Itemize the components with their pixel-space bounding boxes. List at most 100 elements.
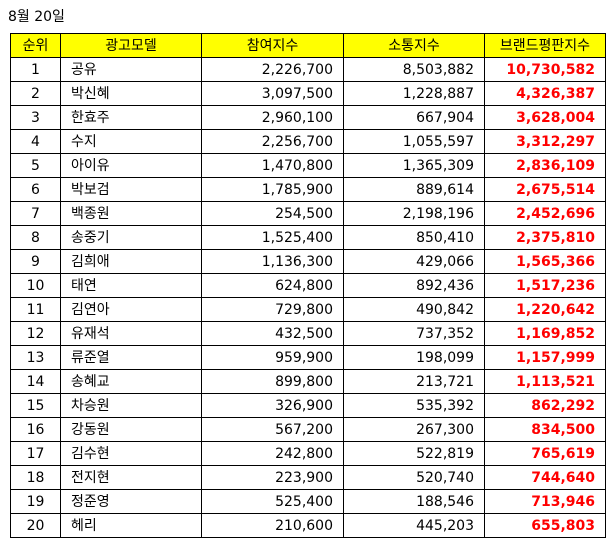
brand-index-cell: 1,157,999 [484, 345, 606, 370]
brand-index-cell: 862,292 [484, 393, 606, 418]
rank-cell: 12 [10, 321, 61, 346]
participation-cell: 210,600 [201, 513, 344, 538]
communication-cell: 1,228,887 [343, 81, 485, 106]
table-row: 14 송혜교 899,800 213,721 1,113,521 [10, 369, 606, 394]
rank-cell: 11 [10, 297, 61, 322]
table-row: 5 아이유 1,470,800 1,365,309 2,836,109 [10, 153, 606, 178]
communication-cell: 889,614 [343, 177, 485, 202]
brand-index-cell: 1,220,642 [484, 297, 606, 322]
communication-cell: 188,546 [343, 489, 485, 514]
date-label: 8월 20일 [8, 9, 65, 25]
communication-cell: 737,352 [343, 321, 485, 346]
table-row: 8 송중기 1,525,400 850,410 2,375,810 [10, 225, 606, 250]
rank-cell: 15 [10, 393, 61, 418]
header-model: 광고모델 [60, 33, 202, 58]
model-name-cell: 헤리 [60, 513, 202, 538]
participation-cell: 326,900 [201, 393, 344, 418]
rank-cell: 6 [10, 177, 61, 202]
model-name-cell: 차승원 [60, 393, 202, 418]
table-row: 19 정준영 525,400 188,546 713,946 [10, 489, 606, 514]
model-name-cell: 유재석 [60, 321, 202, 346]
brand-index-cell: 4,326,387 [484, 81, 606, 106]
participation-cell: 1,136,300 [201, 249, 344, 274]
table-row: 20 헤리 210,600 445,203 655,803 [10, 513, 606, 538]
table-body: 1 공유 2,226,700 8,503,882 10,730,582 2 박신혜 3,097… [10, 57, 606, 538]
rank-cell: 8 [10, 225, 61, 250]
model-name-cell: 태연 [60, 273, 202, 298]
rank-cell: 17 [10, 441, 61, 466]
model-name-cell: 정준영 [60, 489, 202, 514]
model-name-cell: 공유 [60, 57, 202, 82]
model-name-cell: 강동원 [60, 417, 202, 442]
communication-cell: 8,503,882 [343, 57, 485, 82]
participation-cell: 729,800 [201, 297, 344, 322]
communication-cell: 522,819 [343, 441, 485, 466]
communication-cell: 267,300 [343, 417, 485, 442]
brand-index-cell: 834,500 [484, 417, 606, 442]
participation-cell: 1,470,800 [201, 153, 344, 178]
rank-cell: 14 [10, 369, 61, 394]
model-name-cell: 송혜교 [60, 369, 202, 394]
table-row: 18 전지현 223,900 520,740 744,640 [10, 465, 606, 490]
brand-index-cell: 1,169,852 [484, 321, 606, 346]
participation-cell: 242,800 [201, 441, 344, 466]
brand-index-cell: 1,565,366 [484, 249, 606, 274]
participation-cell: 223,900 [201, 465, 344, 490]
rank-cell: 7 [10, 201, 61, 226]
rank-cell: 1 [10, 57, 61, 82]
communication-cell: 2,198,196 [343, 201, 485, 226]
header-rank: 순위 [10, 33, 61, 58]
header-brand-index: 브랜드평판지수 [484, 33, 606, 58]
model-name-cell: 박보검 [60, 177, 202, 202]
communication-cell: 490,842 [343, 297, 485, 322]
communication-cell: 198,099 [343, 345, 485, 370]
table-row: 2 박신혜 3,097,500 1,228,887 4,326,387 [10, 81, 606, 106]
brand-index-cell: 744,640 [484, 465, 606, 490]
communication-cell: 667,904 [343, 105, 485, 130]
participation-cell: 899,800 [201, 369, 344, 394]
table-row: 10 태연 624,800 892,436 1,517,236 [10, 273, 606, 298]
brand-index-cell: 2,836,109 [484, 153, 606, 178]
rank-cell: 2 [10, 81, 61, 106]
participation-cell: 2,960,100 [201, 105, 344, 130]
participation-cell: 959,900 [201, 345, 344, 370]
table-row: 1 공유 2,226,700 8,503,882 10,730,582 [10, 57, 606, 82]
header-participation: 참여지수 [201, 33, 344, 58]
rank-cell: 3 [10, 105, 61, 130]
rank-cell: 9 [10, 249, 61, 274]
table-row: 13 류준열 959,900 198,099 1,157,999 [10, 345, 606, 370]
model-name-cell: 송중기 [60, 225, 202, 250]
participation-cell: 525,400 [201, 489, 344, 514]
communication-cell: 213,721 [343, 369, 485, 394]
participation-cell: 254,500 [201, 201, 344, 226]
brand-index-cell: 10,730,582 [484, 57, 606, 82]
brand-index-cell: 3,312,297 [484, 129, 606, 154]
model-name-cell: 박신혜 [60, 81, 202, 106]
model-name-cell: 수지 [60, 129, 202, 154]
table-row: 15 차승원 326,900 535,392 862,292 [10, 393, 606, 418]
table-row: 4 수지 2,256,700 1,055,597 3,312,297 [10, 129, 606, 154]
communication-cell: 892,436 [343, 273, 485, 298]
participation-cell: 624,800 [201, 273, 344, 298]
communication-cell: 520,740 [343, 465, 485, 490]
table-row: 16 강동원 567,200 267,300 834,500 [10, 417, 606, 442]
table-row: 7 백종원 254,500 2,198,196 2,452,696 [10, 201, 606, 226]
table-row: 3 한효주 2,960,100 667,904 3,628,004 [10, 105, 606, 130]
brand-index-cell: 655,803 [484, 513, 606, 538]
communication-cell: 445,203 [343, 513, 485, 538]
model-name-cell: 류준열 [60, 345, 202, 370]
participation-cell: 1,785,900 [201, 177, 344, 202]
brand-index-cell: 1,113,521 [484, 369, 606, 394]
participation-cell: 567,200 [201, 417, 344, 442]
table-row: 11 김연아 729,800 490,842 1,220,642 [10, 297, 606, 322]
rank-cell: 10 [10, 273, 61, 298]
model-name-cell: 아이유 [60, 153, 202, 178]
rank-cell: 18 [10, 465, 61, 490]
table-row: 17 김수현 242,800 522,819 765,619 [10, 441, 606, 466]
participation-cell: 2,226,700 [201, 57, 344, 82]
table-row: 6 박보검 1,785,900 889,614 2,675,514 [10, 177, 606, 202]
communication-cell: 850,410 [343, 225, 485, 250]
model-name-cell: 백종원 [60, 201, 202, 226]
communication-cell: 429,066 [343, 249, 485, 274]
brand-reputation-table: 순위 광고모델 참여지수 소통지수 브랜드평판지수 1 공유 2,226,700 8,… [10, 33, 606, 538]
